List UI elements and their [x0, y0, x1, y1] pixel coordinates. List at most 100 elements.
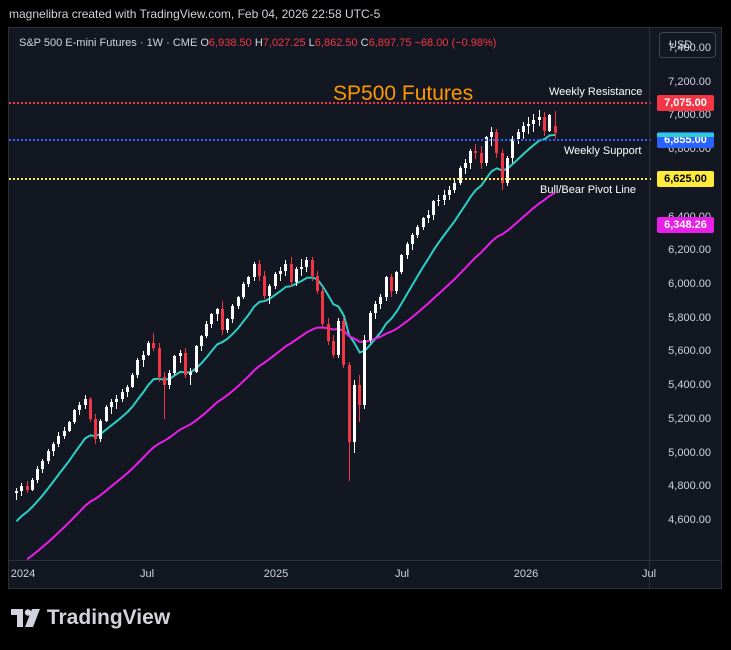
candle-body	[474, 150, 478, 153]
candle-body	[99, 420, 103, 440]
candle-body	[500, 152, 504, 183]
plot-title: SP500 Futures	[333, 82, 474, 105]
price-tick: 7,000.00	[668, 109, 711, 122]
candle-body	[62, 430, 66, 436]
candle-body	[110, 402, 114, 408]
candle-body	[247, 277, 251, 284]
weekly-resistance-label: Weekly Resistance	[549, 85, 643, 98]
open-label: O	[200, 37, 209, 49]
candle-body	[273, 273, 277, 286]
price-axis[interactable]: 7,400.007,200.007,000.006,800.006,600.00…	[649, 28, 721, 588]
time-tick: 2025	[263, 568, 289, 580]
candle-body	[516, 132, 520, 140]
candle-wick	[190, 368, 192, 386]
ma-fast-line	[15, 134, 556, 523]
time-tick: 2026	[513, 568, 539, 580]
moving-averages	[15, 134, 556, 560]
candle-body	[120, 391, 124, 399]
candle-body	[41, 461, 45, 470]
weekly-support-line[interactable]	[9, 138, 651, 141]
candle-body	[447, 189, 451, 195]
high-value: 7,027.25	[262, 37, 306, 49]
candle-body	[78, 405, 82, 411]
candle-body	[331, 341, 335, 355]
candle-wick	[179, 349, 181, 364]
candle-body	[300, 267, 304, 269]
candle-body	[51, 444, 55, 451]
symbol-legend: S&P 500 E-mini Futures · 1W · CME O6,938…	[19, 37, 496, 49]
candle-body	[147, 343, 150, 355]
candle-body	[469, 150, 473, 163]
candle-wick	[528, 117, 530, 134]
candle-body	[83, 398, 87, 406]
weekly-resistance-line[interactable]	[9, 101, 651, 104]
candle-body	[131, 375, 135, 387]
chart-panel[interactable]: S&P 500 E-mini Futures · 1W · CME O6,938…	[8, 27, 722, 589]
candle-body	[453, 182, 457, 190]
candle-body	[527, 123, 531, 126]
candle-body	[162, 376, 166, 386]
candle-body	[337, 321, 341, 355]
candle-body	[94, 418, 98, 440]
candle-body	[236, 297, 240, 306]
open-value: 6,938.50	[208, 37, 252, 49]
candle-body	[205, 324, 209, 337]
bull-bear-pivot-line[interactable]	[9, 177, 651, 180]
candle-body	[321, 290, 325, 325]
candle-body	[511, 139, 515, 158]
candle-body	[210, 314, 214, 325]
candle-body	[189, 371, 193, 376]
candle-wick	[16, 487, 17, 500]
candle-wick	[280, 267, 281, 281]
candle-body	[463, 162, 467, 168]
candle-body	[157, 348, 161, 377]
candle-body	[279, 270, 282, 274]
candle-body	[141, 354, 145, 360]
candle-body	[289, 263, 293, 283]
candle-body	[220, 309, 224, 330]
candle-body	[199, 336, 203, 347]
ma-slow-line	[26, 191, 556, 560]
candle-body	[553, 125, 557, 133]
price-tick: 7,200.00	[668, 75, 711, 88]
candle-body	[257, 263, 261, 276]
candle-body	[411, 235, 414, 244]
tradingview-logo-icon	[11, 609, 40, 628]
candle-body	[506, 157, 510, 183]
candle-body	[46, 450, 50, 461]
candle-body	[294, 268, 298, 283]
candle-body	[416, 226, 420, 236]
candle-body	[537, 117, 541, 121]
candle-body	[67, 422, 71, 431]
symbol-name: S&P 500 E-mini Futures · 1W · CME	[19, 37, 198, 49]
currency-button[interactable]: USD	[659, 32, 716, 58]
change-value: −68.00 (−0.98%)	[414, 37, 497, 49]
price-tick: 7,400.00	[668, 42, 711, 54]
candle-body	[405, 243, 409, 256]
time-axis[interactable]: 2024 Jul 2025 Jul 2026 Jul	[9, 560, 721, 588]
candle-body	[152, 343, 156, 349]
candle-body	[395, 272, 399, 291]
price-plot[interactable]	[9, 28, 651, 561]
price-tick: 6,000.00	[668, 278, 711, 290]
price-tick: 4,600.00	[668, 514, 711, 526]
close-value: 6,897.75	[368, 37, 412, 49]
candle-body	[432, 201, 436, 215]
attribution-text: magnelibra created with TradingView.com,…	[9, 7, 381, 21]
candle-body	[421, 218, 425, 227]
time-tick: Jul	[139, 568, 155, 580]
time-tick: Jul	[641, 568, 657, 580]
candle-body	[284, 263, 288, 271]
candle-body	[347, 364, 351, 443]
candle-body	[136, 359, 140, 375]
candle-body	[183, 353, 187, 376]
candle-body	[231, 305, 235, 320]
candle-body	[437, 199, 441, 202]
candle-body	[543, 117, 546, 131]
candle-body	[532, 120, 536, 124]
chart-attribution: magnelibra created with TradingView.com,…	[0, 0, 731, 28]
candle-wick	[554, 110, 556, 139]
weekly-support-label: Weekly Support	[564, 144, 642, 157]
candle-body	[521, 125, 525, 133]
candle-body	[379, 297, 383, 305]
